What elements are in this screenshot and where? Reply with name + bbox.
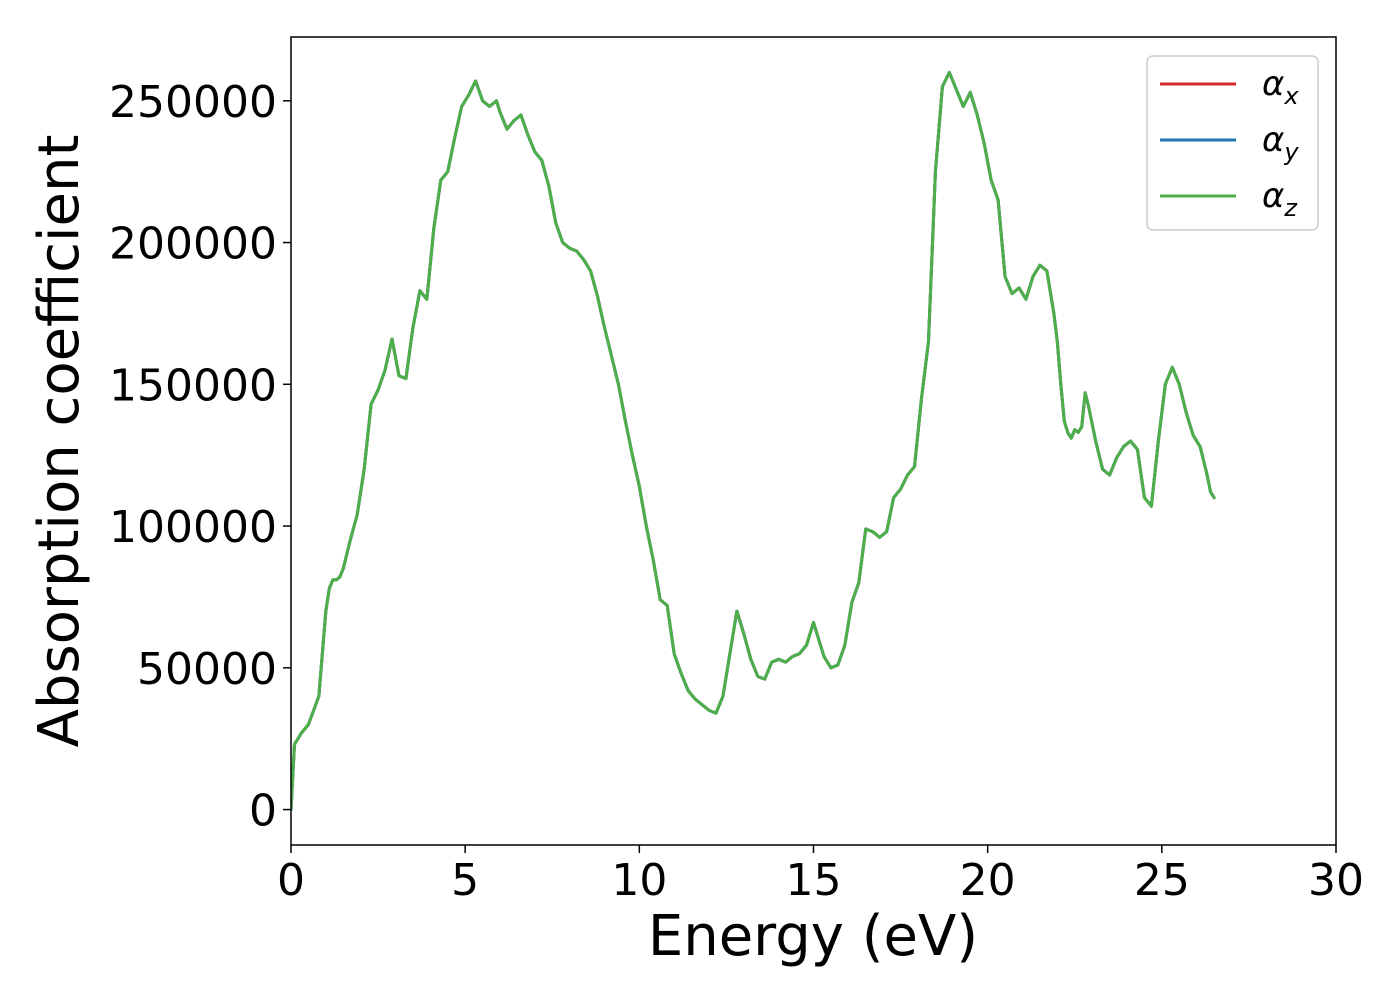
legend-label-alpha-y: αy <box>1262 120 1299 166</box>
x-tick-label: 20 <box>960 855 1016 906</box>
x-axis-label: Energy (eV) <box>648 904 978 969</box>
legend-label-alpha-z: αz <box>1262 176 1298 222</box>
x-tick-label: 10 <box>611 855 667 906</box>
y-tick-label: 50000 <box>137 644 277 695</box>
x-tick-label: 0 <box>277 855 305 906</box>
series-layer <box>291 70 1216 812</box>
series-line-alpha-z <box>291 70 1216 812</box>
x-tick-label: 30 <box>1308 855 1364 906</box>
x-tick-label: 15 <box>786 855 842 906</box>
y-tick-label: 0 <box>249 786 277 837</box>
y-tick-label: 150000 <box>109 360 277 411</box>
legend: αx αy αz <box>1146 55 1319 231</box>
y-tick-label: 100000 <box>109 502 277 553</box>
y-axis: 0 50000 100000 150000 200000 250000 <box>109 77 291 837</box>
y-tick-label: 250000 <box>109 77 277 128</box>
legend-box <box>1146 55 1319 231</box>
y-tick-label: 200000 <box>109 219 277 270</box>
x-axis: 0 5 10 15 20 25 30 <box>277 845 1364 906</box>
x-tick-label: 5 <box>451 855 479 906</box>
legend-label-alpha-x: αx <box>1262 64 1299 110</box>
x-tick-label: 25 <box>1134 855 1190 906</box>
y-axis-label: Absorption coefficient <box>27 135 92 748</box>
